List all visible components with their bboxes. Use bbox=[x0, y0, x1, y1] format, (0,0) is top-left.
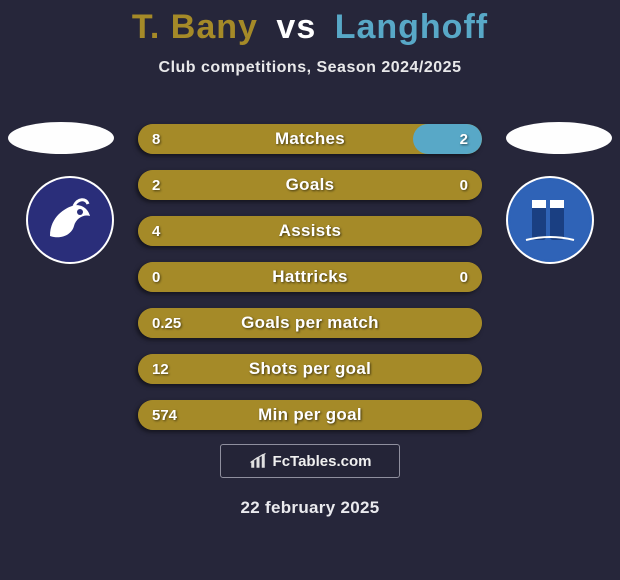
stat-value-right: 2 bbox=[460, 124, 468, 154]
stat-row: Assists4 bbox=[138, 216, 482, 246]
branding-label: FcTables.com bbox=[273, 453, 372, 470]
stat-label: Matches bbox=[138, 124, 482, 154]
club-crest-right bbox=[506, 176, 594, 264]
stat-label: Assists bbox=[138, 216, 482, 246]
player2-name: Langhoff bbox=[335, 8, 488, 46]
club-crest-left-inner bbox=[28, 178, 112, 262]
stat-value-left: 2 bbox=[152, 170, 160, 200]
stat-value-left: 12 bbox=[152, 354, 169, 384]
stat-row: Shots per goal12 bbox=[138, 354, 482, 384]
stat-value-right: 0 bbox=[460, 170, 468, 200]
crest-right-icon bbox=[508, 178, 592, 262]
stat-value-left: 574 bbox=[152, 400, 177, 430]
flag-right bbox=[506, 122, 612, 154]
branding-box[interactable]: FcTables.com bbox=[220, 444, 400, 478]
stat-row: Matches8 2 bbox=[138, 124, 482, 154]
stat-row: Goals2 0 bbox=[138, 170, 482, 200]
stat-value-left: 0 bbox=[152, 262, 160, 292]
stat-value-right: 0 bbox=[460, 262, 468, 292]
flag-left bbox=[8, 122, 114, 154]
club-crest-right-inner bbox=[508, 178, 592, 262]
stat-row: Goals per match0.25 bbox=[138, 308, 482, 338]
stat-label: Hattricks bbox=[138, 262, 482, 292]
comparison-bars: Matches82Goals20Assists4Hattricks00Goals… bbox=[138, 124, 482, 446]
fctables-chart-icon bbox=[249, 452, 267, 470]
club-crest-left bbox=[26, 176, 114, 264]
stat-value-left: 8 bbox=[152, 124, 160, 154]
stat-value-left: 0.25 bbox=[152, 308, 181, 338]
stat-row: Min per goal574 bbox=[138, 400, 482, 430]
player1-name: T. Bany bbox=[132, 8, 258, 46]
stat-value-left: 4 bbox=[152, 216, 160, 246]
stat-row: Hattricks0 0 bbox=[138, 262, 482, 292]
subtitle: Club competitions, Season 2024/2025 bbox=[0, 59, 620, 77]
stat-label: Goals per match bbox=[138, 308, 482, 338]
page-title: T. Bany vs Langhoff bbox=[0, 0, 620, 47]
stat-label: Goals bbox=[138, 170, 482, 200]
vs-label: vs bbox=[276, 8, 316, 46]
date-label: 22 february 2025 bbox=[0, 498, 620, 518]
stat-label: Shots per goal bbox=[138, 354, 482, 384]
crest-left-icon bbox=[28, 178, 112, 262]
stat-label: Min per goal bbox=[138, 400, 482, 430]
